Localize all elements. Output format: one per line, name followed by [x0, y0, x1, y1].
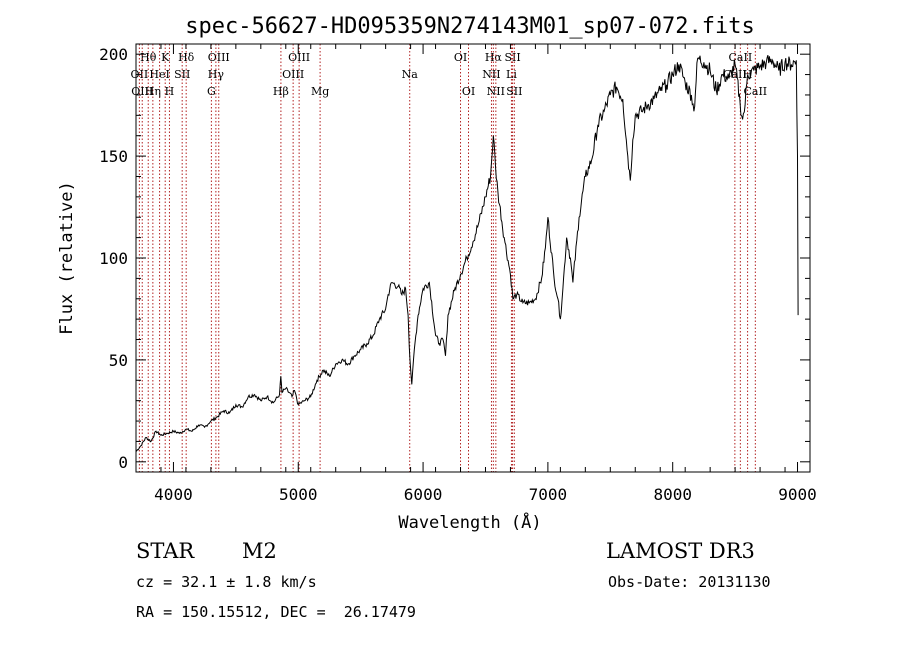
x-axis-ticks: 4000 5000 6000 7000 8000 9000	[135, 44, 817, 504]
plot-frame	[135, 43, 811, 473]
line-label-K: K	[161, 51, 170, 64]
line-label-Hη: Hη	[145, 85, 161, 98]
redshift-text: cz = 32.1 ± 1.8 km/s	[136, 573, 317, 591]
survey-label: LAMOST DR3	[606, 539, 755, 563]
x-tick-label: 4000	[154, 485, 193, 504]
line-label-NII: NII	[482, 68, 500, 81]
line-label-G: G	[207, 85, 216, 98]
y-tick-label: 150	[99, 147, 128, 166]
line-label-H: H	[743, 68, 753, 81]
y-axis-label: Flux (relative)	[57, 181, 77, 335]
line-label-HeI: HeI	[149, 68, 169, 81]
line-label-OIII: OIII	[282, 68, 304, 81]
line-label-OI: OI	[462, 85, 475, 98]
flux-series-line	[135, 55, 799, 452]
class-label: STAR	[136, 539, 195, 563]
line-label-H: H	[165, 85, 175, 98]
line-label-CaII: CaII	[729, 51, 753, 64]
x-tick-label: 5000	[279, 485, 318, 504]
line-label-Hα: Hα	[485, 51, 503, 64]
line-label-CaII: CaII	[743, 85, 767, 98]
y-tick-label: 100	[99, 249, 128, 268]
y-tick-label: 200	[99, 45, 128, 64]
y-axis-ticks: 0 50 100 150 200	[99, 45, 810, 472]
line-label-SII: SII	[504, 51, 520, 64]
subclass-label: M2	[242, 539, 277, 563]
y-tick-label: 50	[109, 351, 128, 370]
line-label-Mg: Mg	[311, 85, 329, 98]
obs-date-text: Obs-Date: 20131130	[608, 573, 771, 591]
line-label-OI: OI	[454, 51, 467, 64]
line-label-Hβ: Hβ	[273, 85, 289, 98]
line-label-SII: SII	[174, 68, 190, 81]
line-label-Hδ: Hδ	[178, 51, 195, 64]
x-tick-label: 9000	[778, 485, 817, 504]
line-label-Li: Li	[506, 68, 517, 81]
x-axis-label: Wavelength (Å)	[398, 511, 541, 533]
line-label-SII: SII	[506, 85, 522, 98]
x-tick-label: 6000	[404, 485, 443, 504]
line-label-OIII: OIII	[208, 51, 230, 64]
x-tick-label: 8000	[653, 485, 692, 504]
line-label-Hγ: Hγ	[208, 68, 225, 81]
line-label-Na: Na	[402, 68, 419, 81]
x-tick-label: 7000	[529, 485, 568, 504]
coordinates-text: RA = 150.15512, DEC = 26.17479	[136, 603, 416, 621]
chart-title: spec-56627-HD095359N274143M01_sp07-072.f…	[185, 14, 755, 39]
line-label-NII: NII	[487, 85, 505, 98]
y-tick-label: 0	[118, 453, 128, 472]
line-label-OIII: OIII	[288, 51, 310, 64]
